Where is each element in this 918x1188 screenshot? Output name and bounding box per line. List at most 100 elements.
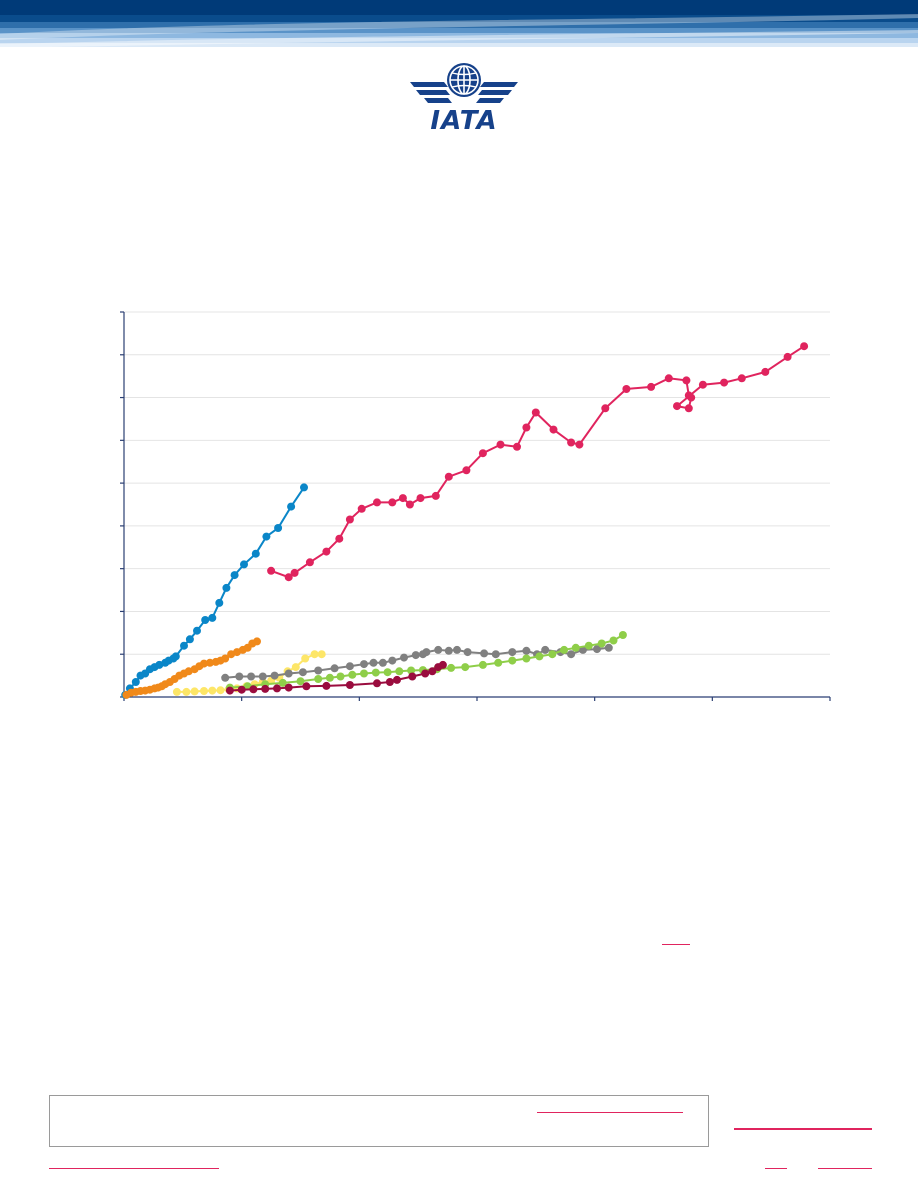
data-point-s4 [673,402,681,411]
data-point-s7 [261,684,270,693]
data-point-s3 [301,654,310,663]
data-point-s4 [601,404,610,413]
data-point-s4 [522,423,531,432]
data-point-s4 [575,440,584,449]
data-point-s1 [230,571,239,580]
globe-wings-icon [410,63,518,103]
data-point-s7 [249,685,258,694]
data-point-s5 [522,646,531,655]
data-point-s4 [290,568,299,577]
footer-right-rule [734,1128,872,1130]
iata-logo: IATA [408,58,520,136]
data-point-s6 [325,673,334,682]
banner-swoosh [0,14,918,48]
data-point-s3 [317,650,326,659]
data-point-s1 [201,616,210,624]
data-point-s5 [444,646,453,655]
data-point-s5 [422,648,431,657]
data-point-s6 [395,667,404,676]
data-point-s1 [287,502,296,511]
data-point-s7 [273,684,281,693]
data-point-s6 [571,643,580,652]
footer-page-link-underline[interactable] [765,1168,787,1169]
data-point-s5 [369,658,378,667]
data-point-s4 [373,498,381,507]
data-point-s5 [593,645,601,654]
data-point-s6 [296,677,305,686]
data-point-s5 [463,648,472,657]
data-point-s6 [461,663,470,672]
data-point-s6 [447,663,456,672]
data-point-s5 [345,662,354,671]
data-point-s6 [478,660,487,669]
data-point-s5 [491,650,500,659]
data-point-s6 [407,666,416,675]
data-point-s1 [193,626,201,635]
data-point-s2 [221,654,230,663]
data-point-s3 [200,687,208,695]
data-point-s6 [494,658,503,667]
data-point-s6 [360,669,368,678]
data-point-s3 [190,687,199,696]
data-point-s7 [393,675,401,684]
data-point-s4 [357,504,366,513]
data-point-s4 [305,558,314,567]
data-point-s4 [267,566,276,575]
data-point-s3 [208,686,217,695]
data-point-s6 [278,678,287,687]
data-point-s1 [300,483,308,492]
data-point-s7 [345,681,354,689]
data-point-s4 [549,425,558,434]
footer-box-link-underline[interactable] [537,1112,683,1113]
data-point-s4 [345,515,354,524]
data-point-s3 [216,686,225,695]
data-point-s7 [438,660,447,669]
data-point-s6 [597,639,606,648]
data-point-s2 [200,659,208,668]
data-point-s4 [698,380,707,389]
data-point-s7 [302,682,311,691]
data-point-s1 [208,613,217,622]
data-point-s3 [182,687,191,696]
data-point-s6 [371,668,380,677]
data-point-s4 [322,547,331,556]
data-point-s5 [314,666,323,675]
data-point-s5 [270,671,279,680]
inline-link-underline[interactable] [662,944,690,945]
data-point-s4 [444,472,453,481]
data-point-s5 [453,645,461,654]
data-point-s7 [322,681,331,690]
data-point-s4 [682,376,691,385]
data-point-s5 [330,664,339,673]
data-point-s6 [560,645,569,654]
data-point-s4 [720,378,729,387]
data-point-s4 [398,494,407,503]
data-point-s4 [783,352,792,361]
data-point-s4 [496,440,505,449]
data-point-s6 [522,654,531,663]
data-point-s5 [604,643,613,652]
data-point-s1 [274,524,283,532]
data-point-s4 [284,573,293,582]
footer-right-link-underline[interactable] [818,1168,872,1169]
data-point-s5 [247,672,256,681]
data-point-s7 [421,669,430,678]
data-point-s7 [237,685,246,694]
data-point-s3 [310,650,319,659]
data-point-s5 [360,660,368,669]
data-point-s1 [215,598,224,607]
data-point-s5 [378,658,387,667]
data-point-s4 [388,498,397,507]
footer-left-link-underline[interactable] [49,1168,219,1169]
data-point-s5 [434,645,443,654]
data-point-s4 [687,393,696,402]
data-point-s4 [567,438,576,447]
data-point-s5 [480,649,489,658]
data-point-s4 [684,404,693,413]
data-point-s4 [647,382,656,391]
data-point-s4 [761,367,770,376]
data-point-s4 [513,442,521,451]
data-point-s7 [428,667,437,676]
data-point-s6 [383,668,392,677]
data-point-s5 [221,673,230,682]
